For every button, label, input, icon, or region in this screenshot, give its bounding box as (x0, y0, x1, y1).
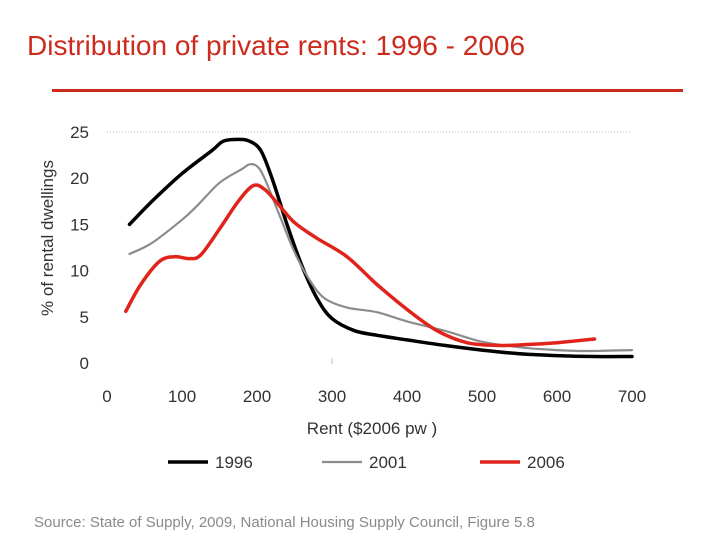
y-tick-label-0: 0 (80, 354, 89, 373)
x-tick-label-0: 0 (102, 387, 111, 406)
slide-title: Distribution of private rents: 1996 - 20… (27, 30, 526, 61)
series-line-2001 (128, 163, 634, 353)
x-tick-label-400: 400 (393, 387, 421, 406)
x-tick-label-300: 300 (318, 387, 346, 406)
x-tick-label-100: 100 (168, 387, 196, 406)
y-tick-label-5: 5 (80, 308, 89, 327)
x-tick-label-200: 200 (243, 387, 271, 406)
x-tick-label-500: 500 (468, 387, 496, 406)
y-axis-title: % of rental dwellings (38, 160, 57, 316)
series-line-1996 (127, 137, 634, 359)
series-line-2006 (124, 183, 597, 348)
y-tick-label-15: 15 (70, 215, 89, 234)
x-tick-label-700: 700 (618, 387, 646, 406)
legend-label-1996: 1996 (215, 453, 253, 472)
legend-label-2001: 2001 (369, 453, 407, 472)
source-note: Source: State of Supply, 2009, National … (34, 514, 535, 531)
x-tick-label-600: 600 (543, 387, 571, 406)
title-rule (52, 89, 683, 92)
y-tick-label-25: 25 (70, 123, 89, 142)
y-tick-label-10: 10 (70, 262, 89, 281)
y-tick-label-20: 20 (70, 169, 89, 188)
x-axis-title: Rent ($2006 pw ) (307, 419, 437, 438)
legend-label-2006: 2006 (527, 453, 565, 472)
